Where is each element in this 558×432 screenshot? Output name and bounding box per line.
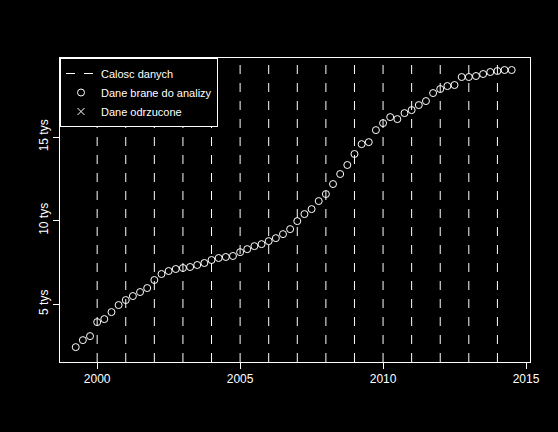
svg-text:2015: 2015	[513, 372, 540, 386]
svg-text:Dane brane do analizy: Dane brane do analizy	[101, 87, 212, 99]
svg-text:Calosc danych: Calosc danych	[101, 68, 173, 80]
svg-text:2000: 2000	[84, 372, 111, 386]
svg-text:2005: 2005	[227, 372, 254, 386]
svg-text:2010: 2010	[370, 372, 397, 386]
svg-text:15 tys: 15 tys	[37, 119, 51, 151]
svg-text:Dane odrzucone: Dane odrzucone	[101, 106, 182, 118]
svg-text:5 tys: 5 tys	[37, 290, 51, 315]
svg-text:10 tys: 10 tys	[37, 203, 51, 235]
